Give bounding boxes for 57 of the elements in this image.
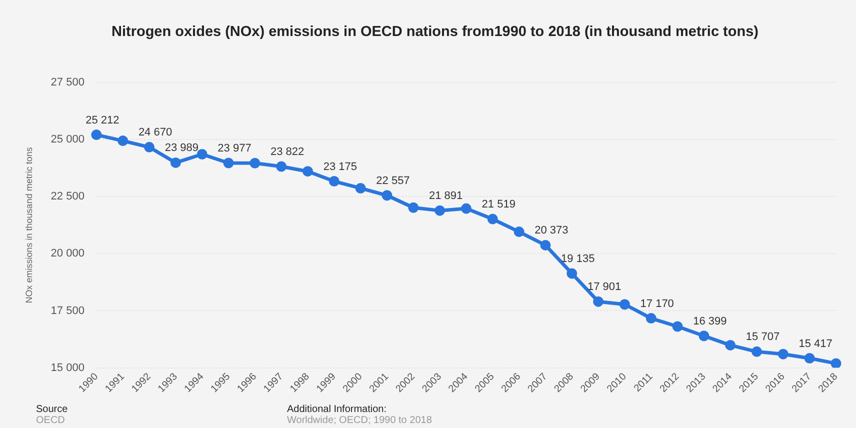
data-label: 19 135 — [561, 252, 595, 265]
point — [593, 296, 604, 307]
y-tick-label: 17 500 — [50, 304, 84, 317]
point — [778, 348, 788, 360]
data-label: 22 557 — [376, 174, 410, 187]
y-tick-label: 20 000 — [50, 248, 84, 260]
data-label: 21 519 — [482, 198, 516, 211]
point — [408, 202, 419, 213]
point — [355, 182, 366, 194]
point — [223, 158, 234, 168]
point — [566, 268, 578, 279]
point — [540, 240, 551, 250]
text: Source — [36, 404, 68, 415]
data-label: 24 670 — [138, 126, 172, 139]
point — [302, 166, 313, 177]
point — [646, 313, 656, 324]
y-tick-label: 27 500 — [50, 76, 84, 89]
data-label: 25 212 — [86, 114, 120, 126]
point — [830, 358, 842, 368]
point — [328, 176, 340, 187]
data-label: 15 707 — [746, 331, 780, 344]
point — [118, 136, 128, 146]
point — [725, 340, 736, 350]
text: Additional Information: — [287, 404, 387, 415]
text: OECD — [36, 415, 65, 426]
data-label: 15 417 — [798, 338, 832, 350]
data-label: 23 977 — [218, 142, 252, 155]
point — [382, 190, 392, 201]
text: Worldwide; OECD; 1990 to 2018 — [287, 415, 432, 426]
point — [698, 330, 710, 342]
point — [196, 148, 208, 160]
point — [276, 161, 287, 172]
point — [752, 346, 762, 357]
y-tick-label: 25 000 — [50, 134, 84, 146]
data-label: 17 170 — [640, 298, 674, 310]
point — [514, 226, 524, 238]
y-tick-label: 22 500 — [50, 190, 84, 203]
point — [804, 353, 815, 364]
point — [250, 158, 260, 168]
point — [91, 130, 102, 140]
data-label: 23 822 — [270, 146, 304, 158]
chart-title: Nitrogen oxides (NOx) emissions in OECD nations from1990 to 2018 (in thousand metric tons) — [110, 23, 760, 42]
y-axis-title: NOx emissions in thousand metric tons — [24, 146, 34, 304]
point — [144, 142, 155, 152]
data-label: 16 399 — [693, 315, 727, 328]
point — [487, 214, 498, 224]
point — [434, 205, 446, 216]
data-label: 20 373 — [534, 224, 568, 237]
y-tick-label: 15 000 — [50, 362, 84, 374]
data-label: 21 891 — [428, 190, 463, 202]
point — [460, 203, 472, 214]
data-label: 17 901 — [587, 281, 622, 294]
point — [672, 321, 683, 332]
data-label: 23 989 — [164, 142, 199, 154]
data-label: 23 175 — [323, 160, 357, 173]
point — [619, 299, 630, 310]
point — [170, 157, 181, 168]
